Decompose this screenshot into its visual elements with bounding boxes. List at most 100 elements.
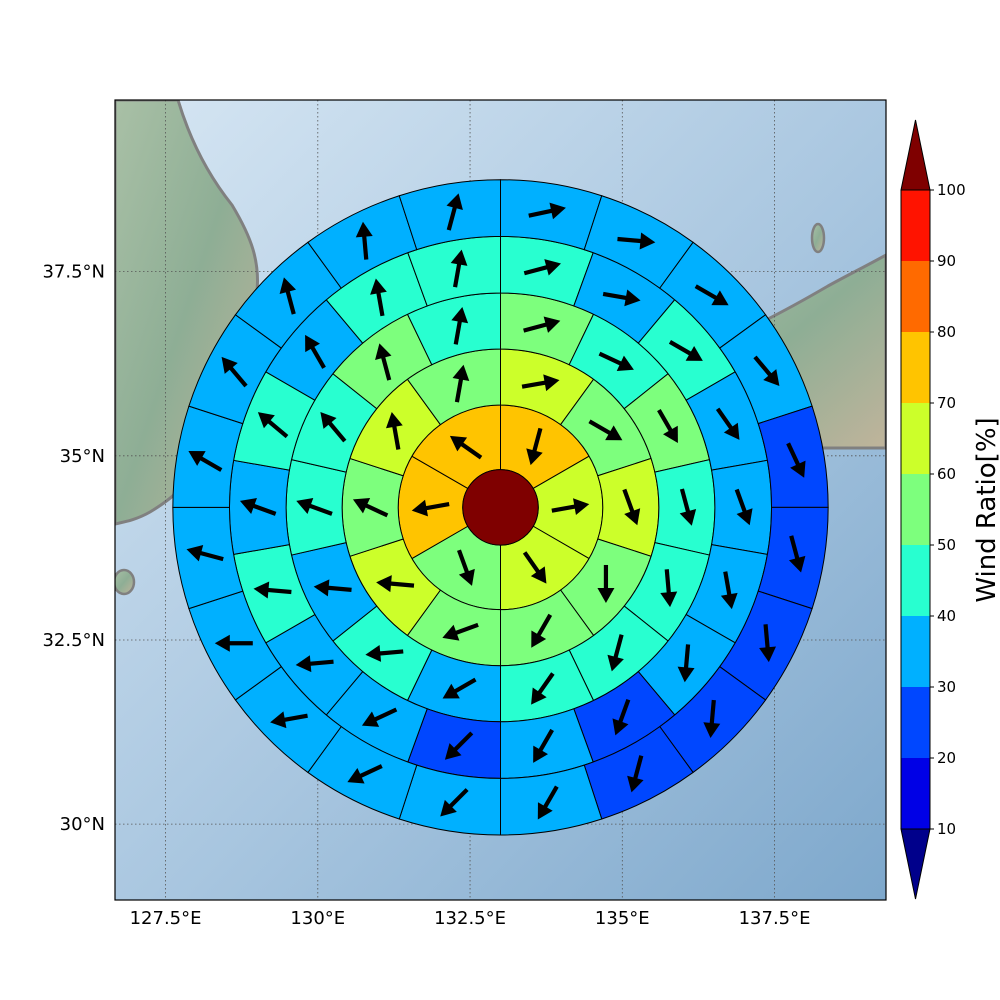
- wind-arrow: [352, 497, 389, 518]
- small-island: [810, 222, 826, 254]
- x-tick-label: 137.5°E: [739, 908, 811, 929]
- wind-arrow: [551, 498, 590, 516]
- wind-arrow: [528, 202, 566, 220]
- colorbar-label: Wind Ratio[%]: [972, 417, 1000, 602]
- wind-arrow: [526, 427, 543, 466]
- wind-arrow: [320, 411, 347, 443]
- wind-arrow: [347, 764, 383, 784]
- wind-arrow: [715, 407, 740, 440]
- colorbar-extend-max: [900, 119, 931, 191]
- colorbar: 10 20 30 40 50 60 70 80 90 100 Wind Ratio[%]: [900, 119, 1000, 900]
- wind-arrow: [0, 0, 19, 9]
- wind-arrow: [214, 634, 253, 652]
- wind-arrow: [440, 788, 469, 817]
- wind-arrow: [753, 355, 780, 387]
- wind-arrow: [679, 488, 697, 526]
- wind-arrow: [627, 755, 644, 793]
- wind-arrow: [537, 785, 559, 820]
- wind-arrow: [442, 622, 479, 641]
- wind-arrow: [279, 277, 297, 315]
- wind-arrow: [295, 655, 334, 673]
- wind-arrow: [0, 0, 19, 9]
- wind-arrow: [668, 340, 703, 361]
- wind-arrow: [450, 249, 468, 288]
- wind-arrow: [0, 0, 19, 9]
- wind-arrow: [355, 221, 373, 260]
- wind-arrow: [677, 644, 695, 683]
- wind-arrow: [0, 0, 19, 9]
- wind-arrow: [597, 564, 615, 603]
- wind-arrow: [602, 289, 641, 307]
- y-axis-ticks: 30°N 32.5°N 35°N 37.5°N: [42, 262, 105, 835]
- wind-arrow: [446, 193, 463, 231]
- x-axis-ticks: 127.5°E 130°E 132.5°E 135°E 137.5°E: [130, 908, 811, 929]
- wind-arrow: [313, 579, 352, 597]
- wind-arrow: [622, 488, 641, 526]
- wind-arrow: [451, 306, 469, 345]
- y-tick-label: 35°N: [60, 446, 105, 467]
- wind-arrow: [617, 232, 656, 250]
- small-island: [115, 568, 136, 596]
- wind-arrow: [0, 0, 19, 9]
- wind-arrow: [788, 535, 806, 573]
- wind-arrow: [257, 412, 289, 439]
- wind-arrow: [0, 0, 19, 9]
- wind-arrow: [0, 0, 19, 9]
- wind-arrow: [239, 498, 277, 516]
- wind-arrow: [734, 488, 753, 526]
- wind-arrow: [0, 0, 19, 9]
- wind-arrow: [411, 499, 450, 517]
- wind-arrow: [523, 316, 561, 333]
- colorbar-frame: [900, 189, 931, 830]
- x-tick-label: 135°E: [595, 908, 650, 929]
- wind-arrow: [365, 644, 404, 662]
- wind-arrow: [375, 343, 392, 381]
- colorbar-tick-label: 90: [937, 252, 956, 270]
- wind-arrow: [521, 374, 560, 392]
- wind-arrow: [385, 412, 403, 450]
- wind-arrow: [720, 571, 738, 610]
- colorbar-segment: [901, 687, 930, 758]
- wind-arrow: [0, 0, 19, 9]
- wind-arrow: [0, 0, 19, 9]
- colorbar-tick-label: 70: [937, 394, 956, 412]
- center-disk: [462, 469, 539, 546]
- colorbar-tick-label: 60: [937, 465, 956, 483]
- colorbar-tick-label: 10: [937, 820, 956, 838]
- colorbar-extend-min: [900, 828, 931, 900]
- colorbar-segment: [901, 190, 930, 261]
- colorbar-segment: [901, 616, 930, 687]
- wind-arrow: [186, 544, 224, 562]
- wind-arrow: [0, 0, 19, 9]
- colorbar-tick-label: 100: [937, 181, 966, 199]
- sector-rings: [172, 179, 829, 836]
- y-tick-label: 30°N: [60, 814, 105, 835]
- wind-arrow: [444, 731, 474, 760]
- wind-arrow: [607, 634, 624, 672]
- colorbar-tick-label: 20: [937, 749, 956, 767]
- wind-arrow: [531, 613, 553, 648]
- sector-cell: [398, 179, 501, 251]
- wind-arrow: [786, 442, 806, 478]
- wind-arrows: [0, 0, 806, 820]
- wind-arrow: [0, 0, 19, 9]
- wind-arrow: [370, 278, 387, 317]
- wind-arrow: [759, 624, 777, 663]
- wind-arrow: [0, 0, 19, 9]
- wind-arrow: [221, 356, 248, 388]
- colorbar-segment: [901, 474, 930, 545]
- wind-arrow: [0, 0, 19, 9]
- x-tick-label: 127.5°E: [130, 908, 202, 929]
- wind-arrow: [270, 711, 308, 729]
- wind-arrow: [533, 728, 554, 763]
- wind-arrow: [522, 551, 547, 584]
- wind-arrow: [703, 699, 721, 738]
- wind-arrow: [0, 0, 19, 9]
- wind-arrow: [0, 0, 19, 9]
- wind-arrow: [660, 569, 678, 608]
- colorbar-tick-label: 40: [937, 607, 956, 625]
- wind-arrow: [0, 0, 19, 9]
- wind-arrow: [296, 498, 333, 516]
- colorbar-tick-label: 50: [937, 536, 956, 554]
- colorbar-segment: [901, 758, 930, 829]
